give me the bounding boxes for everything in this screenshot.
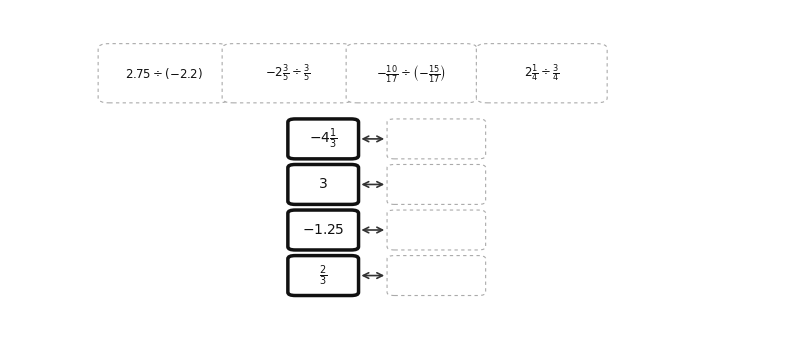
Text: $3$: $3$ xyxy=(318,177,328,191)
Text: $-4\frac{1}{3}$: $-4\frac{1}{3}$ xyxy=(309,127,338,151)
FancyBboxPatch shape xyxy=(476,44,607,103)
FancyBboxPatch shape xyxy=(387,165,486,204)
Text: $2.75 \div (-2.2)$: $2.75 \div (-2.2)$ xyxy=(125,66,202,81)
FancyBboxPatch shape xyxy=(387,255,486,295)
FancyBboxPatch shape xyxy=(387,119,486,159)
Text: $\frac{2}{3}$: $\frac{2}{3}$ xyxy=(319,263,327,288)
FancyBboxPatch shape xyxy=(98,44,229,103)
Text: $-\frac{10}{17} \div \left(-\frac{15}{17}\right)$: $-\frac{10}{17} \div \left(-\frac{15}{17… xyxy=(377,63,446,84)
FancyBboxPatch shape xyxy=(288,165,358,204)
FancyBboxPatch shape xyxy=(288,255,358,295)
FancyBboxPatch shape xyxy=(288,119,358,159)
Text: $-1.25$: $-1.25$ xyxy=(302,223,345,237)
FancyBboxPatch shape xyxy=(222,44,353,103)
FancyBboxPatch shape xyxy=(288,210,358,250)
FancyBboxPatch shape xyxy=(346,44,477,103)
Text: $-2\frac{3}{5} \div \frac{3}{5}$: $-2\frac{3}{5} \div \frac{3}{5}$ xyxy=(265,62,310,84)
FancyBboxPatch shape xyxy=(387,210,486,250)
Text: $2\frac{1}{4} \div \frac{3}{4}$: $2\frac{1}{4} \div \frac{3}{4}$ xyxy=(524,62,560,84)
